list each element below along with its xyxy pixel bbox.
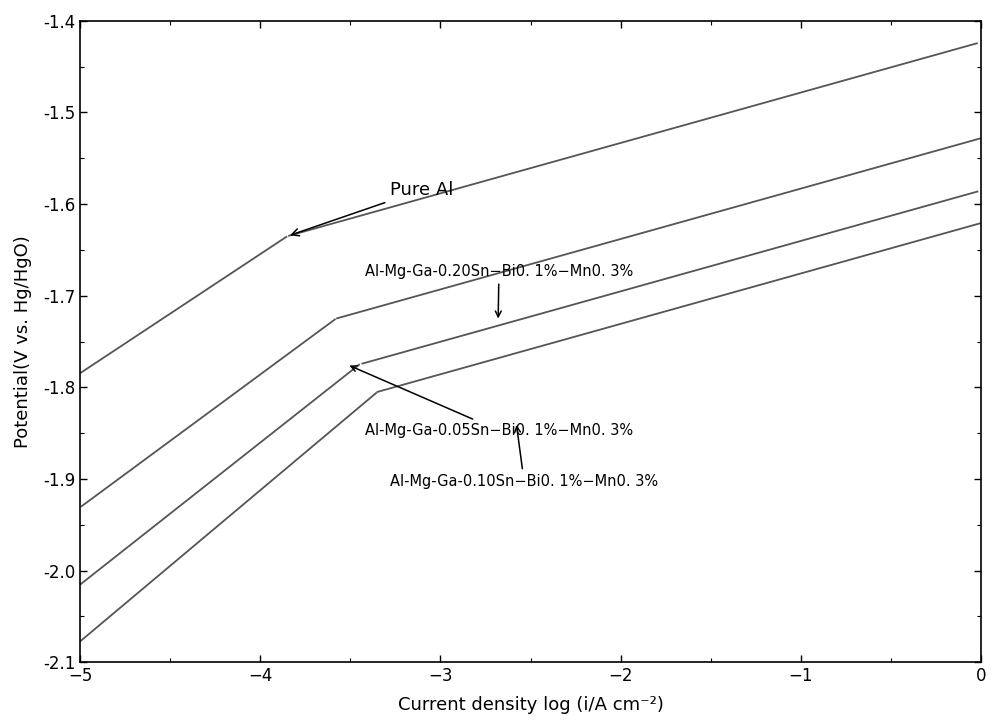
Text: Al-Mg-Ga-0.10Sn−Bi0. 1%−Mn0. 3%: Al-Mg-Ga-0.10Sn−Bi0. 1%−Mn0. 3% bbox=[390, 427, 658, 489]
Text: Al-Mg-Ga-0.05Sn−Bi0. 1%−Mn0. 3%: Al-Mg-Ga-0.05Sn−Bi0. 1%−Mn0. 3% bbox=[351, 366, 633, 438]
Text: Al-Mg-Ga-0.20Sn−Bi0. 1%−Mn0. 3%: Al-Mg-Ga-0.20Sn−Bi0. 1%−Mn0. 3% bbox=[365, 264, 633, 317]
Text: Pure Al: Pure Al bbox=[292, 181, 453, 236]
X-axis label: Current density log (i/A cm⁻²): Current density log (i/A cm⁻²) bbox=[398, 696, 663, 714]
Y-axis label: Potential(V vs. Hg/HgO): Potential(V vs. Hg/HgO) bbox=[14, 235, 32, 448]
